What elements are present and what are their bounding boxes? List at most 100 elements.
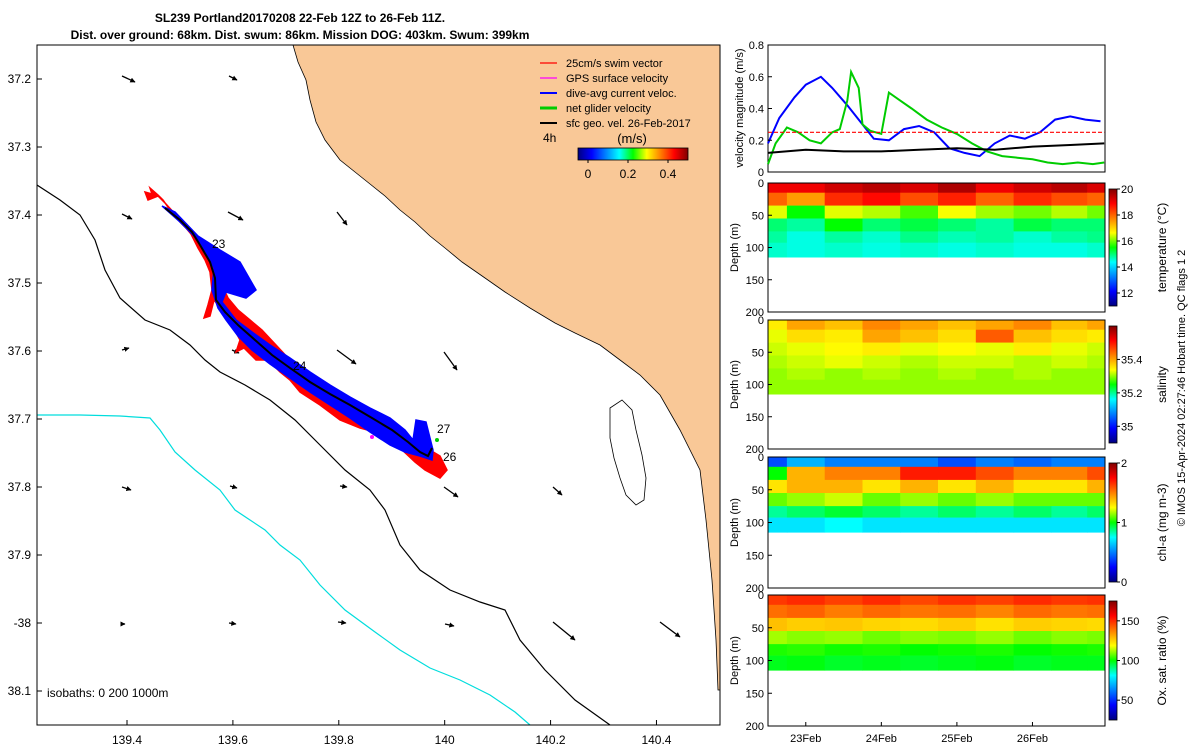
section-cell bbox=[975, 218, 1015, 232]
section-cell bbox=[1087, 368, 1105, 380]
section-cell bbox=[1051, 342, 1088, 356]
section-cell bbox=[1051, 205, 1088, 219]
section-cell bbox=[975, 242, 1015, 258]
section-panel-1: 0 50 100 150 200 Depth (m) 35.4 35.2 35 salinity bbox=[729, 315, 1169, 456]
map-y-tick-label: -38 bbox=[14, 616, 32, 630]
section-cell bbox=[938, 205, 977, 219]
map-x-tick-label: 140.4 bbox=[641, 733, 671, 747]
section-colorbar bbox=[1108, 462, 1118, 583]
section-cell bbox=[1051, 379, 1088, 395]
colorbar-tick-label: 35.4 bbox=[1121, 354, 1142, 366]
map-x-tick-label: 139.6 bbox=[218, 733, 248, 747]
section-cell bbox=[975, 355, 1015, 369]
section-cell bbox=[975, 379, 1015, 395]
section-cell bbox=[1051, 183, 1088, 193]
colorbar-units: (m/s) bbox=[617, 131, 647, 146]
section-cell bbox=[1087, 205, 1105, 219]
section-cell bbox=[768, 205, 788, 219]
colorbar-tick-label: 20 bbox=[1121, 184, 1133, 196]
section-cell bbox=[900, 604, 939, 619]
section-cell bbox=[938, 617, 977, 632]
geo-arrow bbox=[229, 484, 238, 490]
time-tick-label: 24Feb bbox=[866, 733, 897, 745]
section-cell bbox=[1051, 479, 1088, 494]
section-cell bbox=[768, 218, 788, 232]
depth-tick-label: 150 bbox=[746, 412, 764, 424]
section-cell bbox=[1087, 644, 1105, 656]
section-cell bbox=[938, 379, 977, 395]
depth-axis-label: Depth (m) bbox=[729, 223, 741, 272]
depth-tick-label: 200 bbox=[746, 444, 764, 456]
section-cell bbox=[786, 479, 826, 494]
section-cell bbox=[786, 655, 826, 671]
section-cell bbox=[1051, 355, 1088, 369]
gps-marker bbox=[370, 435, 374, 439]
section-cell bbox=[975, 368, 1015, 380]
section-cell bbox=[900, 379, 939, 395]
section-cell bbox=[768, 183, 788, 193]
section-cell bbox=[786, 379, 826, 395]
geo-arrow bbox=[336, 349, 357, 365]
map-y-tick-label: 37.3 bbox=[8, 140, 32, 154]
section-cell bbox=[1087, 466, 1105, 481]
section-cell bbox=[1087, 342, 1105, 356]
depth-tick-label: 200 bbox=[746, 583, 764, 595]
track-label: 23 bbox=[212, 237, 226, 251]
section-cell bbox=[975, 320, 1015, 330]
section-cell bbox=[862, 617, 901, 632]
section-cell bbox=[862, 379, 901, 395]
section-cell bbox=[1087, 320, 1105, 330]
colorbar-label: salinity bbox=[1155, 366, 1169, 403]
section-panel-0: 0 50 100 150 200 Depth (m) 20 18 16 14 12 temperatu… bbox=[729, 178, 1169, 319]
velocity-series-line-0 bbox=[767, 75, 1101, 158]
section-cell bbox=[786, 595, 826, 606]
section-cell bbox=[786, 218, 826, 232]
section-cell bbox=[1013, 329, 1052, 343]
section-cell bbox=[824, 183, 863, 193]
velocity-y-tick-label: 0 bbox=[758, 167, 764, 179]
track-label: 26 bbox=[443, 450, 457, 464]
section-cell bbox=[786, 466, 826, 481]
track-label: 24 bbox=[293, 359, 307, 373]
section-cell bbox=[824, 595, 863, 606]
section-cell bbox=[824, 379, 863, 395]
time-tick-label: 26Feb bbox=[1017, 733, 1048, 745]
map-content: 23 24 27 26 isobaths: 0 200 1000m bbox=[37, 45, 720, 725]
section-cell bbox=[786, 242, 826, 258]
section-cell bbox=[975, 192, 1015, 206]
section-colorbar bbox=[1108, 325, 1118, 444]
section-cell bbox=[768, 479, 788, 494]
map-y-tick-label: 37.2 bbox=[8, 72, 32, 86]
geo-arrow bbox=[227, 211, 244, 221]
colorbar-tick-label: 16 bbox=[1121, 236, 1133, 248]
colorbar-tick-label: 2 bbox=[1121, 458, 1127, 470]
section-cell bbox=[824, 466, 863, 481]
map-colorbar-tick-label: 0 bbox=[585, 167, 592, 181]
velocity-y-tick-label: 0.8 bbox=[749, 40, 764, 52]
section-cell bbox=[975, 604, 1015, 619]
section-cell bbox=[1087, 218, 1105, 232]
section-cell bbox=[786, 506, 826, 518]
section-colorbar bbox=[1108, 188, 1118, 307]
map-y-tick-label: 37.7 bbox=[8, 412, 32, 426]
section-cell bbox=[768, 368, 788, 380]
map-colorbar-ticks: 0 0.2 0.4 bbox=[585, 160, 677, 181]
section-cell bbox=[768, 604, 788, 619]
section-cell bbox=[1087, 517, 1105, 533]
section-cell bbox=[1051, 644, 1088, 656]
map-colorbar-tick-label: 0.4 bbox=[660, 167, 677, 181]
section-cell bbox=[1087, 655, 1105, 671]
section-cell bbox=[938, 320, 977, 330]
section-cell bbox=[975, 595, 1015, 606]
section-cell bbox=[938, 218, 977, 232]
time-tick-label: 25Feb bbox=[941, 733, 972, 745]
section-cell bbox=[1087, 183, 1105, 193]
section-cell bbox=[786, 231, 826, 243]
depth-tick-label: 150 bbox=[746, 275, 764, 287]
section-cell bbox=[1013, 457, 1052, 468]
depth-tick-label: 100 bbox=[746, 243, 764, 255]
colorbar-tick-label: 14 bbox=[1121, 262, 1133, 274]
depth-tick-label: 0 bbox=[758, 178, 764, 190]
time-tick-label: 23Feb bbox=[790, 733, 821, 745]
